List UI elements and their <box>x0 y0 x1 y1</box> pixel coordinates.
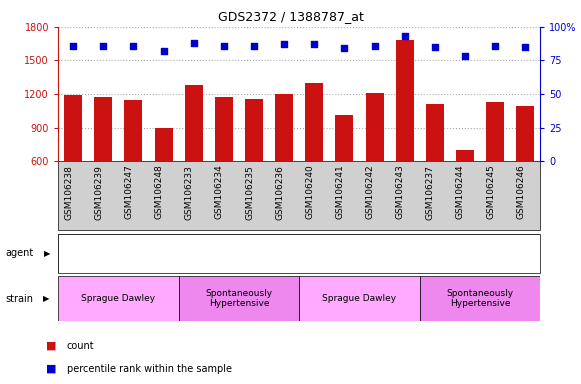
Text: strain: strain <box>6 293 34 304</box>
Bar <box>299 234 540 273</box>
Bar <box>245 99 263 228</box>
Bar <box>305 83 324 228</box>
Point <box>249 43 259 49</box>
Text: ■: ■ <box>46 341 57 351</box>
Bar <box>179 276 299 321</box>
Point <box>490 43 500 49</box>
Text: GSM106235: GSM106235 <box>245 165 254 220</box>
Point <box>340 45 349 51</box>
Text: Sprague Dawley: Sprague Dawley <box>322 294 397 303</box>
Point <box>370 43 379 49</box>
Bar <box>426 104 444 228</box>
Text: ▶: ▶ <box>43 294 49 303</box>
Text: sulfur dioxide: sulfur dioxide <box>385 248 455 258</box>
Text: GSM106245: GSM106245 <box>486 165 495 220</box>
Text: ▶: ▶ <box>44 249 50 258</box>
Text: GSM106237: GSM106237 <box>426 165 435 220</box>
Text: control: control <box>160 248 197 258</box>
Point <box>219 43 228 49</box>
Text: GSM106240: GSM106240 <box>305 165 314 220</box>
Text: GSM106244: GSM106244 <box>456 165 465 219</box>
Text: GSM106238: GSM106238 <box>64 165 73 220</box>
Point <box>99 43 108 49</box>
Bar <box>420 276 540 321</box>
Text: ■: ■ <box>46 364 57 374</box>
Bar <box>335 115 353 228</box>
Bar <box>299 276 420 321</box>
Text: GSM106241: GSM106241 <box>335 165 345 220</box>
Text: Spontaneously
Hypertensive: Spontaneously Hypertensive <box>446 289 514 308</box>
Text: percentile rank within the sample: percentile rank within the sample <box>67 364 232 374</box>
Text: GSM106234: GSM106234 <box>215 165 224 220</box>
Text: GSM106239: GSM106239 <box>94 165 103 220</box>
Bar <box>64 95 83 228</box>
Text: GSM106236: GSM106236 <box>275 165 284 220</box>
Bar <box>58 276 179 321</box>
Text: Sprague Dawley: Sprague Dawley <box>81 294 156 303</box>
Point <box>400 33 410 40</box>
Text: count: count <box>67 341 95 351</box>
Bar <box>215 97 233 228</box>
Bar <box>185 85 203 228</box>
Bar <box>94 97 112 228</box>
Point <box>430 44 439 50</box>
Bar <box>58 234 299 273</box>
Text: GSM106248: GSM106248 <box>155 165 164 220</box>
Text: GDS2372 / 1388787_at: GDS2372 / 1388787_at <box>217 10 364 23</box>
Bar <box>155 127 173 228</box>
Point <box>189 40 198 46</box>
Text: Spontaneously
Hypertensive: Spontaneously Hypertensive <box>205 289 272 308</box>
Bar <box>456 150 474 228</box>
Text: agent: agent <box>6 248 34 258</box>
Point <box>69 43 78 49</box>
Point <box>460 53 469 60</box>
Bar <box>275 94 293 228</box>
Point <box>159 48 168 54</box>
Text: GSM106243: GSM106243 <box>396 165 405 220</box>
Text: GSM106233: GSM106233 <box>185 165 193 220</box>
Point <box>129 43 138 49</box>
Point <box>521 44 530 50</box>
Bar <box>396 40 414 228</box>
Text: GSM106246: GSM106246 <box>517 165 525 220</box>
Bar <box>124 100 142 228</box>
Text: GSM106242: GSM106242 <box>365 165 375 219</box>
Point <box>279 41 289 47</box>
Bar <box>486 102 504 228</box>
Bar <box>365 93 383 228</box>
Text: GSM106247: GSM106247 <box>124 165 134 220</box>
Bar <box>516 106 535 228</box>
Point <box>310 41 319 47</box>
